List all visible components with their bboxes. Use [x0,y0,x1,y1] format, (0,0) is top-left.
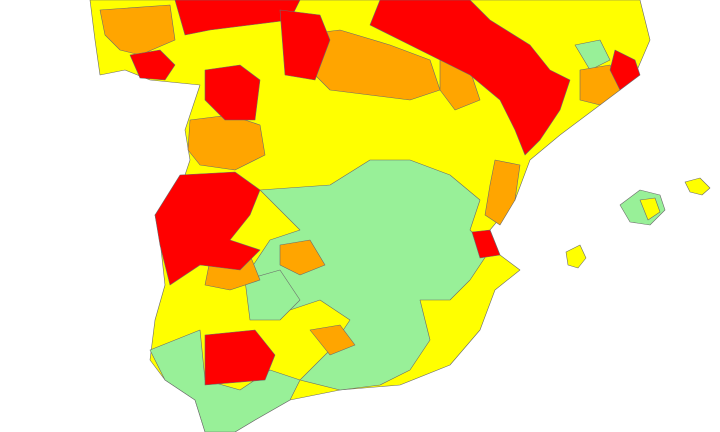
region-red-cat [609,49,641,91]
island-ibiza [565,244,587,269]
region-red-north2 [279,9,331,81]
region-green-west [244,269,301,321]
region-orange-south [309,324,356,356]
region-red-north1 [174,0,301,36]
region-red-sevilla [204,329,276,386]
region-orange-cat [579,64,621,106]
region-red-aragon [369,0,571,156]
region-red-valencia [471,229,501,259]
region-red-leon [204,64,261,121]
region-green-ne [574,39,611,71]
region-orange-north [299,29,441,101]
region-red-ext [154,171,261,286]
region-red-galicia [129,49,176,81]
region-orange-center [279,239,326,276]
island-mallorca-east [639,197,661,221]
island-menorca [684,177,711,196]
region-orange-east [484,159,521,226]
